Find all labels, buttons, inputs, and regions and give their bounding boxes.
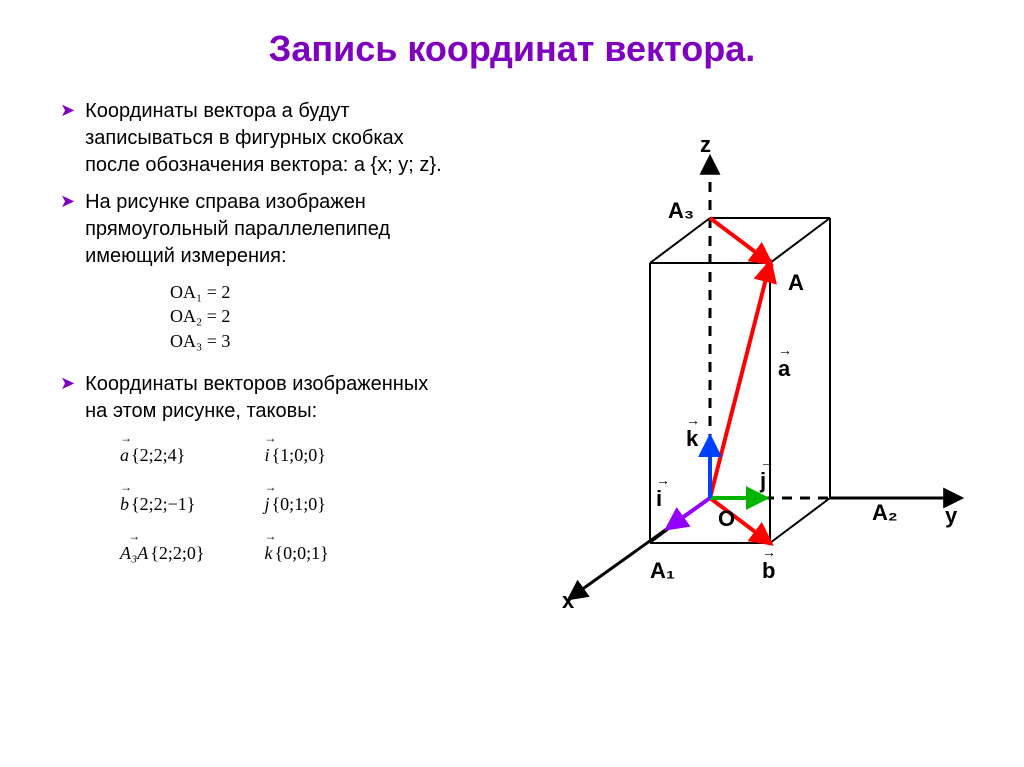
chevron-icon: ➤ xyxy=(60,100,75,121)
vec-i: i {1;0;0} xyxy=(265,435,329,466)
label-A: A xyxy=(788,270,804,296)
label-vec-j: j xyxy=(760,468,766,494)
bullet-text: Координаты векторов изображенных на этом… xyxy=(85,371,450,425)
dim-3: OA₃ = 3 xyxy=(170,329,450,353)
vector-coords: a {2;2;4} b {2;2;−1} A₃A {2;2;0} i {1;0;… xyxy=(120,435,450,564)
label-A1: A₁ xyxy=(650,558,675,584)
bullet-3: ➤ Координаты векторов изображенных на эт… xyxy=(60,371,450,425)
label-vec-k: k xyxy=(686,426,698,452)
chevron-icon: ➤ xyxy=(60,191,75,212)
vec-A3A: A₃A {2;2;0} xyxy=(120,533,205,564)
label-A3: A₃ xyxy=(668,198,694,224)
bullet-1: ➤ Координаты вектора a будут записыватьс… xyxy=(60,98,450,179)
axis-z: z xyxy=(700,132,711,158)
label-A2: A₂ xyxy=(872,500,898,526)
label-vec-i: i xyxy=(656,486,662,512)
vec-j: j {0;1;0} xyxy=(265,484,329,515)
vec-b: b {2;2;−1} xyxy=(120,484,205,515)
bullet-text: Координаты вектора a будут записываться … xyxy=(85,98,450,179)
text-column: ➤ Координаты вектора a будут записыватьс… xyxy=(0,98,460,564)
dimensions-block: OA₁ = 2 OA₂ = 2 OA₃ = 3 xyxy=(170,280,450,353)
vec-a: a {2;2;4} xyxy=(120,435,205,466)
axis-x: x xyxy=(562,588,574,614)
vector-diagram: z y x O A₃ A A₂ A₁ a b i j k xyxy=(490,98,970,658)
origin-O: O xyxy=(718,506,735,532)
page-title: Запись координат вектора. xyxy=(0,0,1024,70)
label-vec-b: b xyxy=(762,558,775,584)
axis-y: y xyxy=(945,503,957,529)
bullet-text: На рисунке справа изображен прямоугольны… xyxy=(85,189,450,270)
bullet-2: ➤ На рисунке справа изображен прямоуголь… xyxy=(60,189,450,270)
dim-2: OA₂ = 2 xyxy=(170,304,450,328)
chevron-icon: ➤ xyxy=(60,373,75,394)
dim-1: OA₁ = 2 xyxy=(170,280,450,304)
vec-k: k {0;0;1} xyxy=(265,533,329,564)
label-vec-a: a xyxy=(778,356,790,382)
